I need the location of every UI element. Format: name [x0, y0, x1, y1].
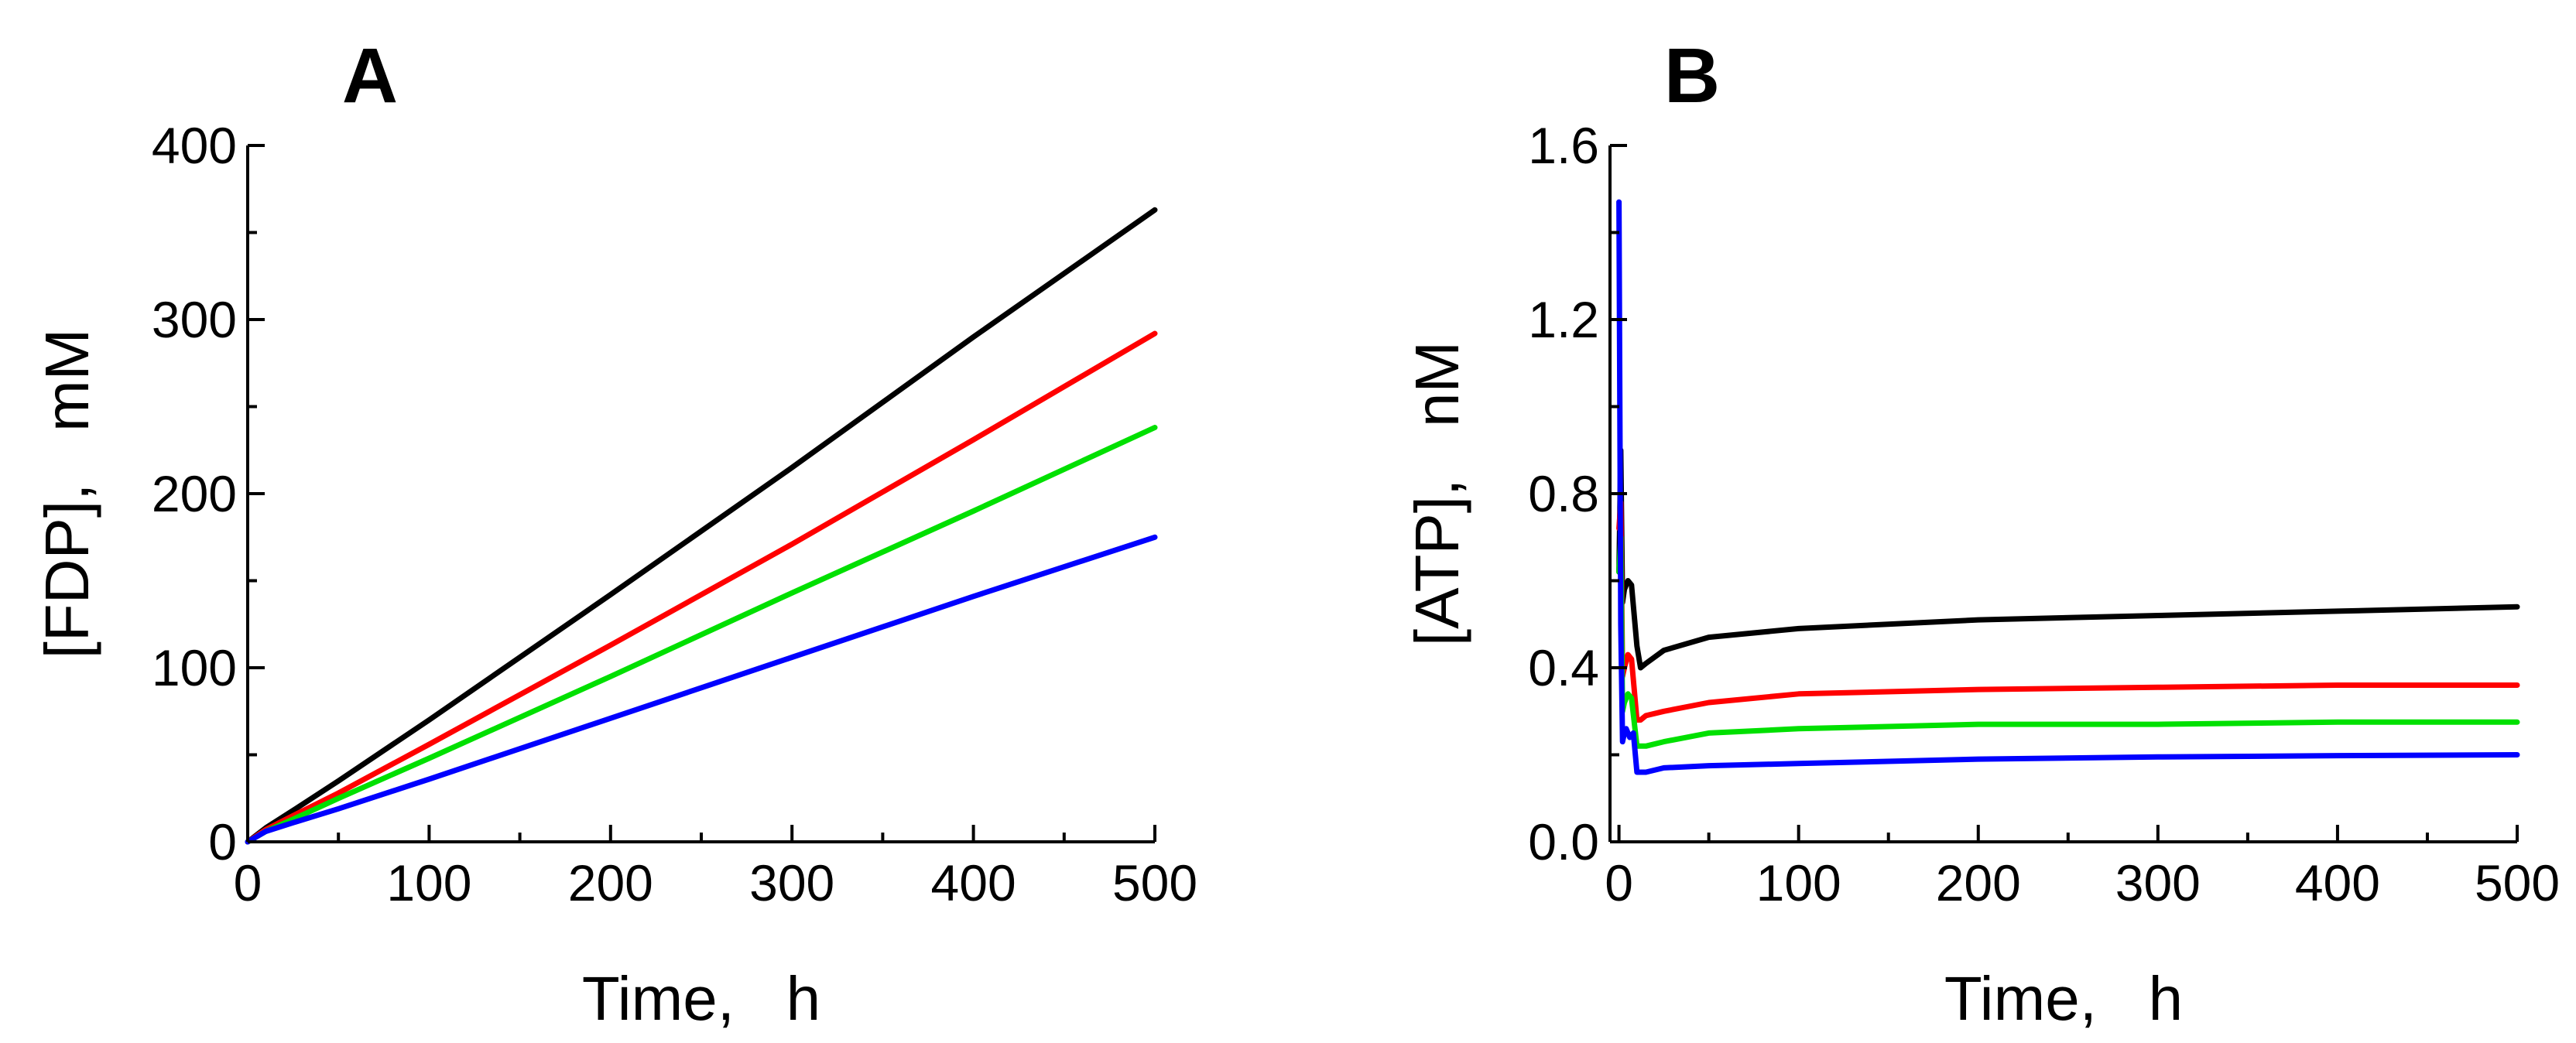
panel-a-x-tick-label: 400 [931, 854, 1016, 911]
panel-b-x-tick-label: 100 [1756, 854, 1841, 911]
panel-a-y-tick-label: 400 [152, 117, 237, 174]
panel-b-x-tick-label: 500 [2475, 854, 2560, 911]
panel-a-x-tick-label: 100 [386, 854, 471, 911]
panel-b-series-layer [1616, 199, 2520, 775]
panel-b-ticks: 0 100 200 300 400 500 0.0 0.4 0.8 1.2 1.6 [1528, 117, 2560, 911]
panel-b-letter: B [1664, 32, 1720, 119]
panel-b-y-tick-label: 0.4 [1528, 639, 1599, 696]
panel-a-y-tick-label: 300 [152, 291, 237, 348]
panel-b-x-tick-label: 0 [1605, 854, 1633, 911]
panel-a-y-axis-label: [FDP], mM [33, 329, 101, 659]
panel-b-axes [1608, 145, 2517, 843]
panel-a-y-tick-label: 0 [208, 813, 237, 870]
panel-a-series-green [245, 425, 1158, 845]
panel-b-x-tick-label: 400 [2295, 854, 2380, 911]
panel-a-series-blue [245, 534, 1158, 845]
panel-b-y-axis-label: [ATP], nM [1403, 341, 1471, 646]
panel-a-x-axis-label: Time, h [582, 964, 820, 1033]
panel-a-y-tick-label: 200 [152, 465, 237, 522]
panel-a-axes [246, 145, 1155, 843]
panel-b-series-green [1616, 534, 2520, 749]
panel-a-x-tick-label: 0 [234, 854, 262, 911]
panel-b-x-axis-label: Time, h [1944, 964, 2183, 1033]
panel-b-y-tick-label: 0.8 [1528, 465, 1599, 522]
panel-a-ticks: 0 100 200 300 400 500 0 100 200 300 400 [152, 117, 1197, 911]
panel-b-x-tick-label: 300 [2115, 854, 2201, 911]
panel-b-x-tick-label: 200 [1936, 854, 2021, 911]
panel-b-y-tick-label: 1.6 [1528, 117, 1599, 174]
panel-a-x-tick-label: 500 [1112, 854, 1197, 911]
panel-b-series-black [1616, 447, 2520, 671]
panel-b-y-tick-label: 0.0 [1528, 813, 1599, 870]
panel-b-series-blue [1616, 199, 2520, 775]
panel-a-series-black [245, 207, 1158, 845]
panel-b: B 0 100 200 300 400 500 0.0 0.4 0.8 1.2 1.6 Time, … [1403, 32, 2560, 1033]
panel-a-letter: A [342, 32, 398, 119]
panel-a-series-red [245, 330, 1158, 845]
panel-a-y-tick-label: 100 [152, 639, 237, 696]
panel-a-x-tick-label: 200 [568, 854, 653, 911]
panel-a-series-layer [245, 207, 1158, 845]
panel-a-x-tick-label: 300 [749, 854, 834, 911]
panel-b-y-tick-label: 1.2 [1528, 291, 1599, 348]
